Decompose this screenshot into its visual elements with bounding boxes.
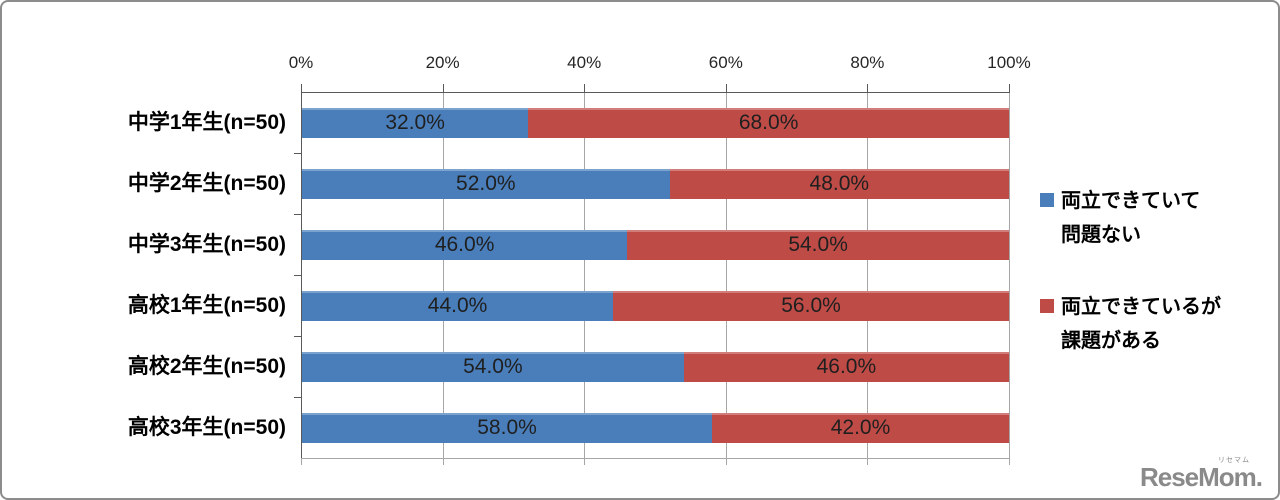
bar-data-label: 46.0% [816, 354, 877, 378]
gridline [442, 93, 444, 458]
y-axis-tick [294, 336, 301, 337]
bar-data-label: 42.0% [830, 415, 891, 439]
legend-swatch-blue-icon [1040, 193, 1054, 207]
category-label: 中学1年生(n=50) [127, 110, 286, 134]
bar-segment-balanced-ok: 32.0% [302, 107, 529, 138]
x-axis-tick [1009, 84, 1010, 93]
legend-entry-balanced-ok: 両立できていて 問題ない [1040, 184, 1275, 252]
bottom-tick [442, 459, 444, 465]
legend-label-line: 両立できていて [1061, 190, 1201, 212]
bar-data-label: 44.0% [427, 293, 488, 317]
legend-entry-balanced-issues: 両立できているが 課題がある [1040, 290, 1275, 358]
resemom-logo: リセマム ReseMom. [1139, 457, 1263, 492]
bar-segment-balanced-issues: 46.0% [683, 351, 1009, 382]
bottom-tick [301, 459, 302, 465]
legend-label-line: 問題ない [1061, 224, 1141, 246]
bar-data-label: 56.0% [781, 293, 841, 317]
y-axis-tick [294, 153, 301, 154]
gridline [725, 93, 727, 458]
x-axis-tick [867, 84, 869, 93]
x-axis-tick [584, 84, 586, 93]
x-tick-label: 60% [708, 53, 743, 72]
bar-segment-balanced-issues: 48.0% [669, 168, 1009, 199]
bar-data-label: 54.0% [788, 232, 848, 256]
y-axis-tick [294, 397, 301, 398]
plot-bottom-line [301, 458, 1010, 459]
legend-label-line: 両立できているが [1061, 296, 1221, 318]
bar-segment-balanced-issues: 56.0% [613, 290, 1009, 321]
legend-swatch-red-icon [1040, 299, 1054, 313]
x-axis-tick [301, 84, 302, 93]
category-label: 高校1年生(n=50) [127, 293, 286, 317]
legend-label: 両立できているが 課題がある [1061, 290, 1221, 358]
bar-data-label: 58.0% [477, 415, 537, 439]
x-axis-tick [442, 84, 444, 93]
bar-row: 46.0% 54.0% [302, 229, 1009, 260]
x-axis-tick [725, 84, 727, 93]
bar-segment-balanced-issues: 54.0% [627, 229, 1009, 260]
bottom-tick [1009, 459, 1010, 465]
legend-label-line: 課題がある [1061, 330, 1161, 352]
gridline [867, 93, 869, 458]
x-tick-label: 80% [850, 53, 885, 72]
bar-row: 54.0% 46.0% [302, 351, 1009, 382]
bar-segment-balanced-ok: 58.0% [302, 412, 713, 443]
x-tick-label: 0% [288, 53, 314, 72]
y-axis-tick [294, 275, 301, 276]
bar-segment-balanced-ok: 54.0% [302, 351, 684, 382]
legend-label: 両立できていて 問題ない [1061, 184, 1200, 252]
x-tick-label: 40% [567, 53, 602, 72]
category-label: 高校3年生(n=50) [127, 415, 286, 439]
x-tick-label: 20% [425, 53, 460, 72]
category-label: 中学3年生(n=50) [127, 232, 286, 256]
bottom-tick [584, 459, 586, 465]
bar-segment-balanced-issues: 42.0% [712, 412, 1009, 443]
bar-row: 52.0% 48.0% [302, 168, 1009, 199]
resemom-logo-text: ReseMom. [1139, 462, 1263, 492]
gridline [584, 93, 586, 458]
bottom-tick [867, 459, 869, 465]
bar-data-label: 54.0% [463, 354, 523, 378]
legend: 両立できていて 問題ない 両立できているが 課題がある [1040, 184, 1275, 396]
bar-row: 44.0% 56.0% [302, 290, 1009, 321]
category-label: 中学2年生(n=50) [127, 171, 286, 195]
x-tick-label: 100% [987, 53, 1031, 72]
bar-segment-balanced-ok: 46.0% [302, 229, 628, 260]
x-axis-line [301, 92, 1010, 93]
y-axis-line [301, 92, 302, 459]
bar-segment-balanced-ok: 44.0% [302, 290, 614, 321]
bar-row: 32.0% 68.0% [302, 107, 1009, 138]
bar-data-label: 52.0% [456, 171, 516, 195]
bar-segment-balanced-issues: 68.0% [528, 107, 1009, 138]
bar-row: 58.0% 42.0% [302, 412, 1009, 443]
bar-data-label: 48.0% [809, 171, 870, 195]
bar-segment-balanced-ok: 52.0% [302, 168, 670, 199]
bar-data-label: 32.0% [385, 110, 445, 134]
bottom-tick [725, 459, 727, 465]
category-label: 高校2年生(n=50) [127, 354, 286, 378]
y-axis-tick [294, 214, 301, 215]
bar-data-label: 46.0% [434, 232, 495, 256]
resemom-logo-ruby: リセマム [1218, 457, 1250, 464]
bar-data-label: 68.0% [738, 110, 799, 134]
gridline [1009, 93, 1010, 458]
